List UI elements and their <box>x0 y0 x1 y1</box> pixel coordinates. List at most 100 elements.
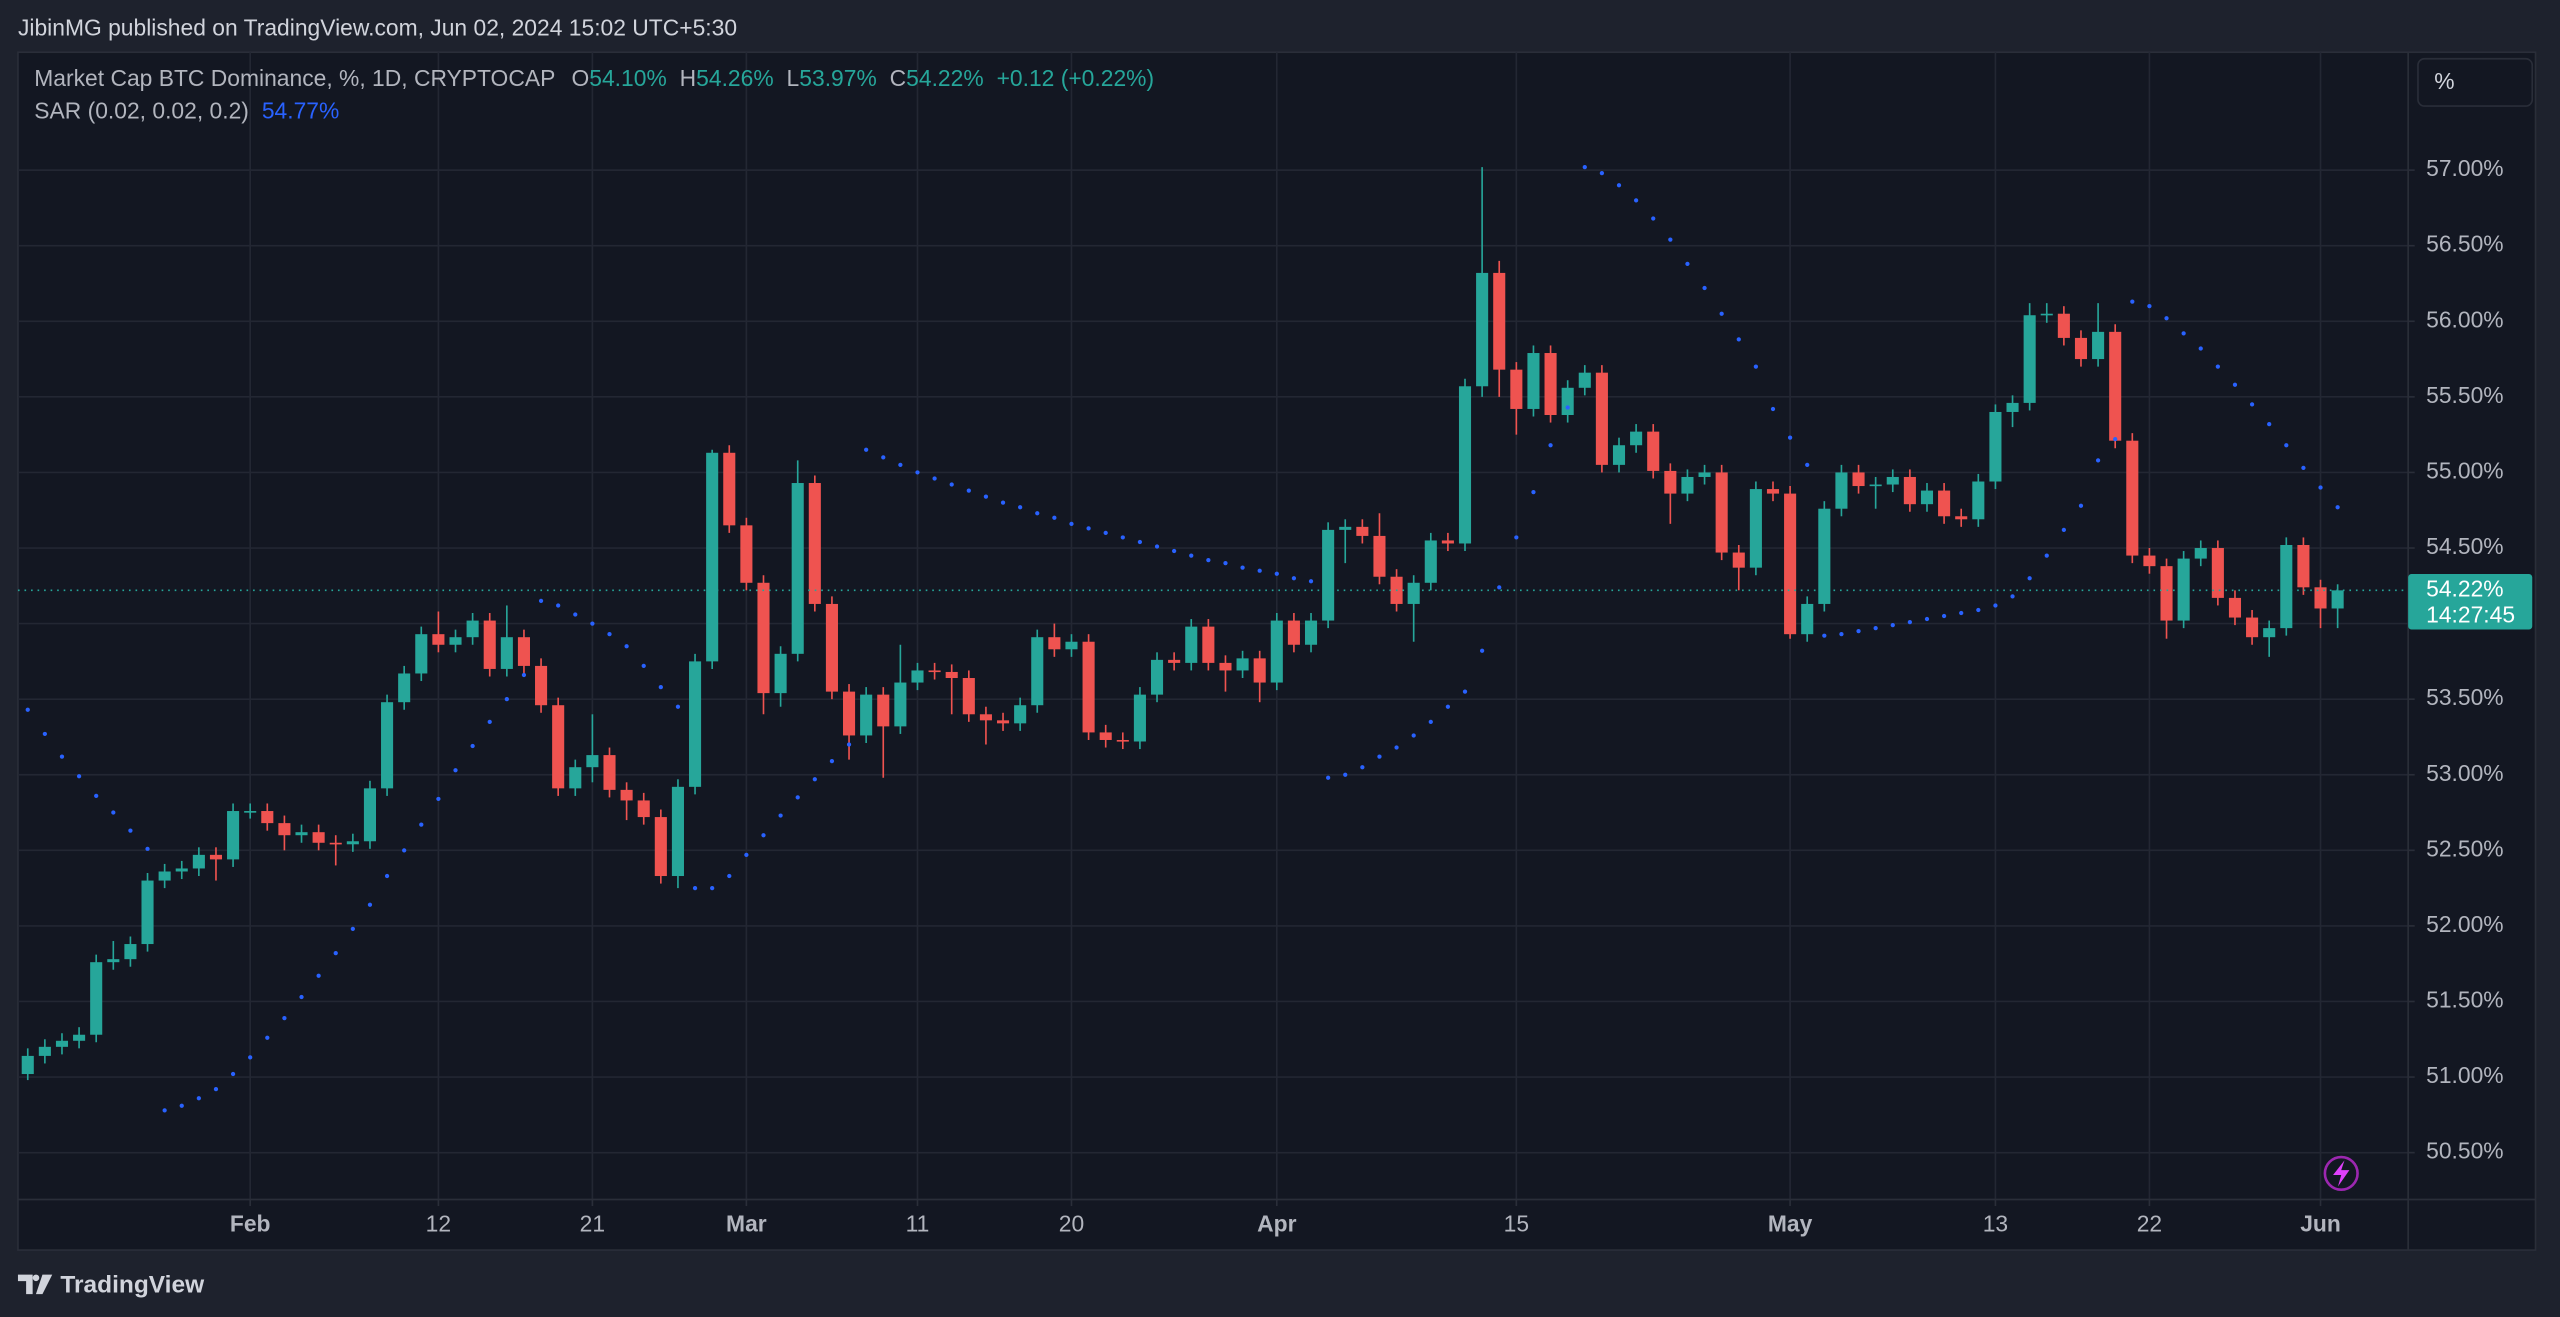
indicator-dot <box>453 768 458 773</box>
indicator-dot <box>1257 568 1262 573</box>
x-tick-label: 21 <box>580 1211 605 1237</box>
indicator-dot <box>2181 331 2186 336</box>
indicator-dot <box>949 482 954 487</box>
candle-body <box>1955 516 1968 520</box>
indicator-dot <box>2198 346 2203 351</box>
candle-body <box>1031 637 1044 706</box>
indicator-dot <box>2095 458 2101 463</box>
candle-body <box>2228 597 2242 618</box>
indicator-dot <box>1890 622 1895 628</box>
candle-body <box>1150 659 1164 695</box>
x-tick-label: Feb <box>230 1211 271 1237</box>
y-tick-label: 55.00% <box>2426 457 2504 483</box>
indicator-dot <box>966 488 971 493</box>
candle-body <box>791 483 804 654</box>
candle-body <box>1749 489 1762 568</box>
indicator-dot <box>1223 561 1228 566</box>
indicator-dot <box>128 828 133 833</box>
indicator-dot <box>1154 544 1160 549</box>
indicator-dot <box>299 994 304 1000</box>
candle-body <box>1048 637 1061 650</box>
candle-body <box>928 670 941 673</box>
candle-body <box>671 786 684 877</box>
candle-body <box>1578 372 1591 388</box>
candle-body <box>1886 476 1899 485</box>
candle-body <box>723 452 736 526</box>
indicator-dot <box>932 476 937 481</box>
indicator-dot <box>1822 633 1827 638</box>
candle-body <box>569 767 582 789</box>
candle-body <box>1253 658 1266 683</box>
candle-body <box>2092 331 2105 360</box>
indicator-dot <box>1445 704 1451 709</box>
legend-indicator: SAR (0.02, 0.02, 0.2) 54.77% <box>34 98 339 124</box>
indicator-dot <box>1035 511 1040 516</box>
candle-body <box>1938 490 1951 517</box>
indicator-dot <box>1291 576 1297 581</box>
indicator-dot <box>556 603 561 608</box>
indicator-dot <box>470 743 475 749</box>
x-tick-label: Mar <box>726 1211 767 1237</box>
indicator-dot <box>1702 285 1707 291</box>
candle-body <box>535 665 548 706</box>
indicator-dot <box>1787 435 1793 440</box>
candle-body <box>1458 386 1472 544</box>
indicator-dot <box>2061 527 2066 532</box>
candle-body <box>603 755 616 790</box>
indicator-dot <box>2267 421 2272 427</box>
scale-button-label[interactable]: % <box>2434 68 2454 94</box>
indicator-dot <box>2010 594 2015 599</box>
indicator-dot <box>1993 603 1998 608</box>
candle-body <box>808 483 821 604</box>
indicator-dot <box>1941 613 1947 619</box>
indicator-dot <box>25 707 30 712</box>
candle-body <box>261 811 274 824</box>
candle-body <box>1116 739 1129 742</box>
indicator-dot <box>2147 304 2152 309</box>
candle-body <box>38 1046 51 1056</box>
indicator-dot <box>367 902 373 907</box>
x-tick-label: 22 <box>2137 1211 2162 1237</box>
ohlc-value: 54.10% <box>589 65 667 91</box>
candle-body <box>73 1034 86 1041</box>
candle-body <box>2023 315 2036 403</box>
legend-main: Market Cap BTC Dominance, %, 1D, CRYPTOC… <box>34 65 1154 91</box>
indicator-dot <box>1069 521 1074 526</box>
y-tick-label: 51.00% <box>2426 1062 2504 1088</box>
indicator-dot <box>1599 171 1605 176</box>
candle-body <box>1014 705 1027 724</box>
indicator-dot <box>1018 505 1023 510</box>
indicator-dot <box>812 777 817 782</box>
indicator-dot <box>864 447 869 452</box>
indicator-dot <box>1377 754 1382 759</box>
indicator-dot <box>1633 198 1639 203</box>
lightning-bolt[interactable] <box>2333 1160 2350 1187</box>
lightning-icon[interactable] <box>2323 1155 2359 1192</box>
scale-button[interactable] <box>2417 57 2534 107</box>
lightning-ring[interactable] <box>2323 1155 2359 1192</box>
indicator-dot <box>1753 364 1759 369</box>
candle-body <box>1612 445 1626 465</box>
indicator-dot <box>881 455 886 460</box>
candle-body <box>1664 470 1677 494</box>
candle-body <box>894 682 907 727</box>
indicator-dot <box>744 852 749 857</box>
indicator-dot <box>590 621 595 626</box>
candle-body <box>2211 548 2224 598</box>
y-tick-label: 53.00% <box>2426 760 2504 786</box>
indicator-dot <box>248 1055 253 1060</box>
candle-body <box>363 788 376 842</box>
indicator-dot <box>846 742 852 747</box>
candle-body <box>2246 617 2259 638</box>
attribution: JibinMG published on TradingView.com, Ju… <box>18 14 737 40</box>
indicator-dot <box>1651 216 1656 221</box>
indicator-dot <box>42 731 47 737</box>
y-tick-label: 56.50% <box>2426 231 2504 257</box>
indicator-dot <box>1428 719 1433 724</box>
candle-body <box>945 671 958 679</box>
candle-body <box>1202 626 1215 663</box>
candle-body <box>2160 566 2173 621</box>
indicator-dot <box>538 598 544 604</box>
candle-body <box>1784 493 1797 635</box>
